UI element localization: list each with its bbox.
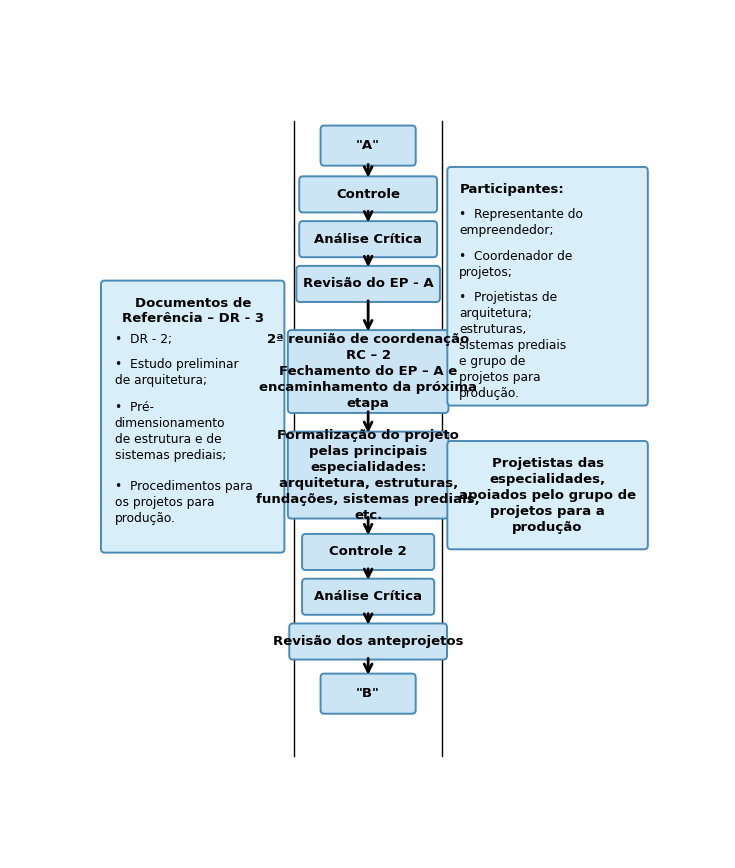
FancyBboxPatch shape xyxy=(290,623,447,660)
FancyBboxPatch shape xyxy=(299,221,437,257)
FancyBboxPatch shape xyxy=(296,266,440,302)
FancyBboxPatch shape xyxy=(320,126,416,166)
FancyBboxPatch shape xyxy=(101,280,284,553)
FancyBboxPatch shape xyxy=(288,330,448,413)
Text: •  DR - 2;: • DR - 2; xyxy=(115,333,172,346)
FancyBboxPatch shape xyxy=(288,431,448,518)
Text: "A": "A" xyxy=(356,139,380,152)
Text: Análise Crítica: Análise Crítica xyxy=(314,233,422,246)
Text: Formalização do projeto
pelas principais
especialidades:
arquitetura, estruturas: Formalização do projeto pelas principais… xyxy=(257,429,480,522)
Text: Controle: Controle xyxy=(336,187,400,201)
Text: 2ª reunião de coordenação
RC – 2
Fechamento do EP – A e
encaminhamento da próxim: 2ª reunião de coordenação RC – 2 Fechame… xyxy=(259,333,477,410)
Text: Revisão dos anteprojetos: Revisão dos anteprojetos xyxy=(273,635,463,648)
FancyBboxPatch shape xyxy=(448,441,648,549)
FancyBboxPatch shape xyxy=(302,534,434,570)
Text: •  Representante do
empreendedor;: • Representante do empreendedor; xyxy=(459,208,584,238)
Text: •  Pré-
dimensionamento
de estrutura e de
sistemas prediais;: • Pré- dimensionamento de estrutura e de… xyxy=(115,401,226,462)
Text: •  Projetistas de
arquitetura;
estruturas,
sistemas prediais
e grupo de
projetos: • Projetistas de arquitetura; estruturas… xyxy=(459,292,567,400)
Text: Análise Crítica: Análise Crítica xyxy=(314,590,422,603)
Text: Controle 2: Controle 2 xyxy=(329,545,407,558)
FancyBboxPatch shape xyxy=(302,579,434,615)
Text: Projetistas das
especialidades,
apoiados pelo grupo de
projetos para a
produção: Projetistas das especialidades, apoiados… xyxy=(459,457,636,534)
Text: Documentos de
Referência – DR - 3: Documentos de Referência – DR - 3 xyxy=(121,297,264,325)
Text: •  Estudo preliminar
de arquitetura;: • Estudo preliminar de arquitetura; xyxy=(115,358,238,387)
FancyBboxPatch shape xyxy=(299,176,437,213)
Text: •  Procedimentos para
os projetos para
produção.: • Procedimentos para os projetos para pr… xyxy=(115,480,252,525)
Text: Revisão do EP - A: Revisão do EP - A xyxy=(303,278,434,291)
Text: •  Coordenador de
projetos;: • Coordenador de projetos; xyxy=(459,250,573,279)
FancyBboxPatch shape xyxy=(320,674,416,713)
Text: "B": "B" xyxy=(356,687,380,700)
Text: Participantes:: Participantes: xyxy=(459,183,564,196)
FancyBboxPatch shape xyxy=(448,167,648,405)
